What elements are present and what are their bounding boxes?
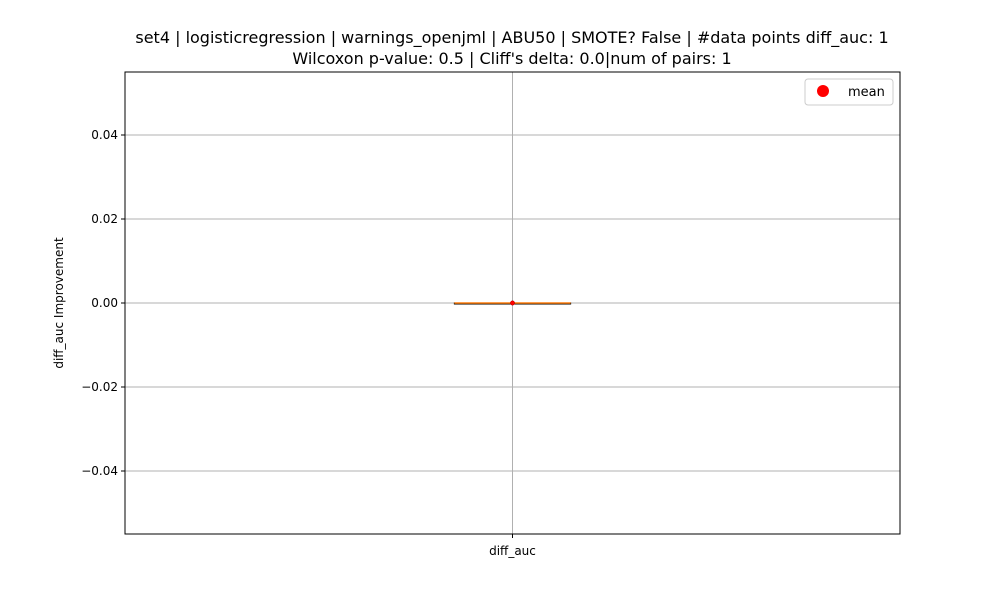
y-tick-label: −0.04 [81, 464, 118, 478]
y-tick-label: 0.04 [91, 128, 118, 142]
x-tick-label: diff_auc [489, 544, 536, 558]
legend-label-mean: mean [848, 85, 885, 100]
chart-title: set4 | logisticregression | warnings_ope… [135, 28, 888, 48]
y-axis-label: diff_auc Improvement [52, 237, 66, 369]
mean-marker [510, 300, 515, 306]
y-tick-label: 0.00 [91, 296, 118, 310]
box-plot-layer [453, 300, 572, 306]
legend-frame [804, 78, 894, 106]
legend-mean-marker [817, 85, 829, 97]
y-axis: −0.04 −0.02 0.00 0.02 0.04 [81, 128, 125, 478]
legend: mean [804, 78, 894, 106]
y-tick-label: 0.02 [91, 212, 118, 226]
chart-subtitle: Wilcoxon p-value: 0.5 | Cliff's delta: 0… [292, 49, 731, 68]
y-tick-label: −0.02 [81, 380, 118, 394]
x-axis: diff_auc [489, 534, 536, 558]
